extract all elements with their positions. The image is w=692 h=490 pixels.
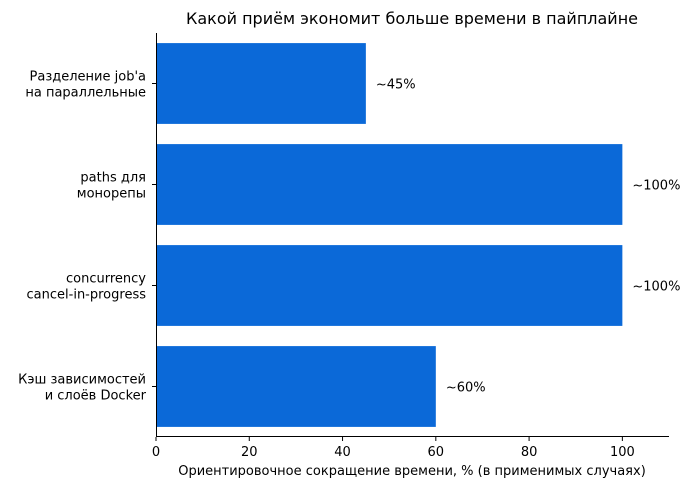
x-axis-ticks: 0 20 40 60 80 100: [152, 83, 635, 460]
value-label-1: ~100%: [632, 179, 680, 194]
x-tick-label-4: 80: [521, 445, 538, 460]
bar-2: [156, 245, 623, 326]
category-label-1: paths для монорепы: [77, 171, 146, 202]
chart-title: Какой приём экономит больше времени в па…: [186, 9, 638, 28]
x-tick-label-0: 0: [152, 445, 160, 460]
category-label-2: concurrency cancel-in-progress: [27, 272, 147, 303]
x-tick-label-3: 60: [428, 445, 445, 460]
x-tick-label-5: 100: [610, 445, 635, 460]
category-labels-group: Разделение job'а на параллельные paths для…: [18, 70, 147, 404]
x-tick-label-1: 20: [241, 445, 258, 460]
value-label-2: ~100%: [632, 280, 680, 295]
x-axis-label: Ориентировочное сокращение времени, % (в…: [178, 464, 646, 479]
x-tick-label-2: 40: [334, 445, 351, 460]
bar-3: [156, 346, 436, 427]
bar-1: [156, 144, 623, 225]
bar-0: [156, 43, 366, 124]
bars-group: [156, 43, 623, 427]
value-label-0: ~45%: [376, 78, 416, 93]
value-labels-group: ~45% ~100% ~100% ~60%: [376, 78, 681, 396]
value-label-3: ~60%: [446, 381, 486, 396]
category-label-0: Разделение job'а на параллельные: [25, 70, 146, 101]
category-label-3: Кэш зависимостей и слоёв Docker: [18, 373, 147, 404]
